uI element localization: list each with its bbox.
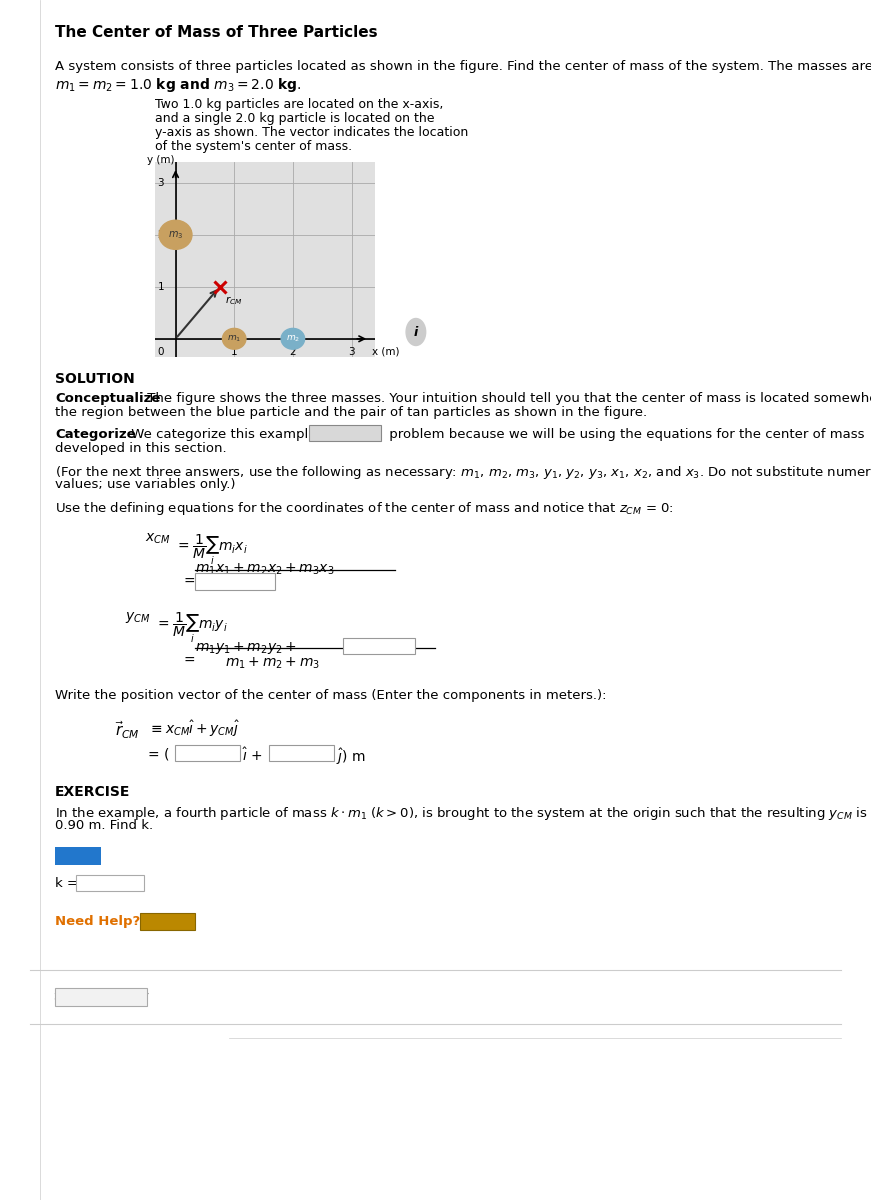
Text: $\equiv x_{CM}\hat{\imath} + y_{CM}\hat{\jmath}$: $\equiv x_{CM}\hat{\imath} + y_{CM}\hat{…	[148, 719, 240, 739]
Text: k =: k =	[55, 877, 78, 890]
Text: We categorize this example as: We categorize this example as	[127, 428, 340, 440]
Text: $\hat{\imath}$ +: $\hat{\imath}$ +	[242, 746, 262, 764]
Text: $m_1 + m_2 + m_3$: $m_1 + m_2 + m_3$	[225, 656, 321, 671]
Bar	[269, 745, 334, 761]
Text: i: i	[414, 325, 418, 338]
Text: ▼: ▼	[372, 430, 378, 439]
Text: Conceptualize: Conceptualize	[55, 392, 160, 404]
Text: 2: 2	[158, 229, 164, 240]
Text: In the example, a fourth particle of mass $k \cdot m_1$ ($k > 0$), is brought to: In the example, a fourth particle of mas…	[55, 805, 871, 822]
Circle shape	[406, 318, 426, 346]
Text: problem because we will be using the equations for the center of mass: problem because we will be using the equ…	[385, 428, 865, 440]
Text: Write the position vector of the center of mass (Enter the components in meters.: Write the position vector of the center …	[55, 689, 606, 702]
Text: $x_{CM}$: $x_{CM}$	[145, 532, 171, 546]
Text: of the system's center of mass.: of the system's center of mass.	[155, 140, 352, 152]
Text: 1: 1	[231, 347, 238, 356]
Circle shape	[281, 329, 305, 349]
Text: Need Help?: Need Help?	[55, 914, 140, 928]
Text: Use the defining equations for the coordinates of the center of mass and notice : Use the defining equations for the coord…	[55, 500, 673, 517]
Text: y (m): y (m)	[147, 155, 174, 164]
Text: $m_2$: $m_2$	[286, 334, 300, 344]
Text: y-axis as shown. The vector indicates the location: y-axis as shown. The vector indicates th…	[155, 126, 469, 139]
Text: EXERCISE: EXERCISE	[55, 785, 131, 799]
Text: the region between the blue particle and the pair of tan particles as shown in t: the region between the blue particle and…	[55, 406, 647, 419]
Text: =: =	[183, 654, 194, 668]
Text: Read It: Read It	[146, 914, 188, 928]
Text: 2: 2	[289, 347, 296, 356]
Bar	[195, 572, 275, 590]
Text: Submit Answer: Submit Answer	[54, 990, 148, 1003]
Text: SOLUTION: SOLUTION	[55, 372, 135, 386]
Text: and a single 2.0 kg particle is located on the: and a single 2.0 kg particle is located …	[155, 112, 435, 125]
Text: 0.90 m. Find k.: 0.90 m. Find k.	[55, 818, 153, 832]
Text: $m_1 = m_2 = 1.0\ \mathbf{kg}$ and $m_3 = 2.0\ \mathbf{kg}.$: $m_1 = m_2 = 1.0\ \mathbf{kg}$ and $m_3 …	[55, 76, 301, 94]
Circle shape	[159, 221, 192, 250]
Text: $m_1 x_1 + m_2 x_2 + m_3 x_3$: $m_1 x_1 + m_2 x_2 + m_3 x_3$	[195, 562, 334, 577]
Bar	[343, 638, 415, 654]
Text: 0: 0	[158, 347, 164, 356]
Text: = (: = (	[148, 746, 170, 761]
Text: (For the next three answers, use the following as necessary: $m_1$, $m_2$, $m_3$: (For the next three answers, use the fol…	[55, 464, 871, 481]
Text: $y_{CM}$: $y_{CM}$	[125, 610, 151, 625]
Text: The Center of Mass of Three Particles: The Center of Mass of Three Particles	[55, 25, 378, 40]
Bar	[55, 847, 101, 865]
Text: $= \dfrac{1}{M} \sum_{i} m_i x_i$: $= \dfrac{1}{M} \sum_{i} m_i x_i$	[175, 532, 248, 566]
Text: The figure shows the three masses. Your intuition should tell you that the cente: The figure shows the three masses. Your …	[143, 392, 871, 404]
Bar	[175, 745, 240, 761]
Text: A system consists of three particles located as shown in the figure. Find the ce: A system consists of three particles loc…	[55, 60, 871, 73]
Bar	[309, 425, 381, 440]
Text: Categorize: Categorize	[55, 428, 136, 440]
Text: $\vec{r}_{CM}$: $\vec{r}_{CM}$	[115, 719, 139, 740]
Text: $\hat{\jmath}$) m: $\hat{\jmath}$) m	[336, 746, 366, 767]
Bar	[140, 913, 195, 930]
Text: Two 1.0 kg particles are located on the x-axis,: Two 1.0 kg particles are located on the …	[155, 98, 443, 110]
Text: x (m): x (m)	[372, 347, 400, 356]
Text: 3: 3	[158, 178, 164, 187]
Text: 1: 1	[158, 282, 164, 292]
Text: --Select--: --Select--	[313, 428, 363, 439]
Text: $m_1 y_1 + m_2 y_2 +$: $m_1 y_1 + m_2 y_2 +$	[195, 640, 297, 656]
Text: $m_3$: $m_3$	[168, 229, 183, 241]
Text: $m_1$: $m_1$	[227, 334, 241, 344]
Text: Hint: Hint	[63, 850, 94, 863]
Circle shape	[222, 329, 246, 349]
Text: values; use variables only.): values; use variables only.)	[55, 478, 235, 491]
Bar	[76, 875, 144, 890]
Text: =: =	[183, 575, 194, 589]
Text: $= \dfrac{1}{M} \sum_{i} m_i y_i$: $= \dfrac{1}{M} \sum_{i} m_i y_i$	[155, 610, 228, 644]
Bar	[55, 988, 147, 1006]
Text: 3: 3	[348, 347, 354, 356]
Text: developed in this section.: developed in this section.	[55, 442, 226, 455]
Text: $r_{CM}$: $r_{CM}$	[226, 294, 243, 307]
